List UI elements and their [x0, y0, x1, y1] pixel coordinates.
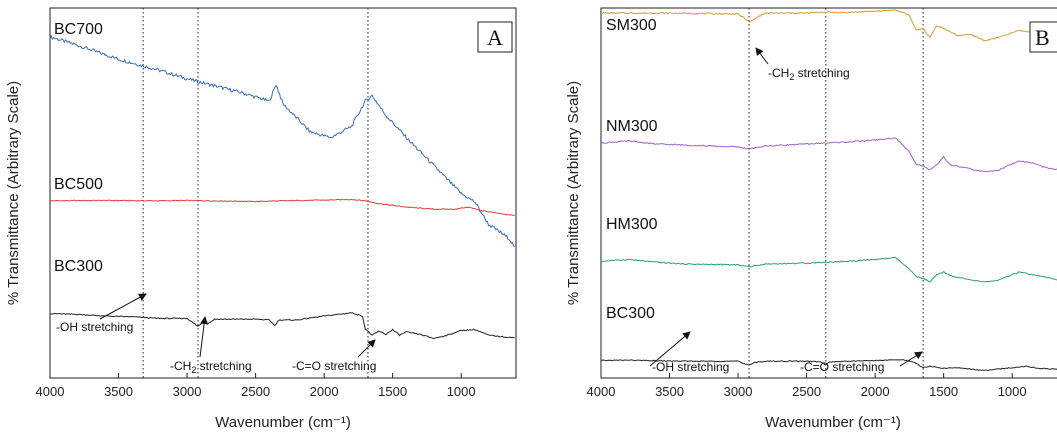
x-tick-label: 3500: [104, 384, 133, 399]
x-tick-label: 2500: [792, 384, 821, 399]
x-tick-label: 1500: [378, 384, 407, 399]
annotation-ch2-tail: stretching: [794, 66, 849, 80]
plot-frame: [600, 7, 1057, 379]
panel-label-box: [477, 21, 513, 53]
panel-label-box: [1029, 21, 1057, 53]
series-line-bc500: [49, 198, 515, 216]
reference-lines: [748, 8, 924, 378]
panel-label: B: [1035, 25, 1050, 50]
x-tick-label: 1000: [447, 384, 476, 399]
annotation-arrow-ch2: [199, 316, 209, 358]
x-tick-label: 4000: [587, 384, 616, 399]
series-label-sm300: SM300: [606, 17, 657, 34]
annotation-arrow-ch2: [755, 47, 769, 65]
x-tick-label: 4000: [36, 384, 65, 399]
annotation-ch2-tail: stretching: [196, 359, 251, 373]
x-tick-label: 2000: [861, 384, 890, 399]
annotation-arrow-co: [899, 351, 923, 367]
y-axis-title: % Transmittance (Arbitrary Scale): [565, 81, 582, 305]
annotation-arrow-oh: [99, 293, 147, 320]
annotation-ch2-main: -CH: [170, 359, 191, 373]
x-tick-label: 1000: [998, 384, 1027, 399]
x-ticks: 4000 3500 3000 2500 2000 1500 1000: [587, 373, 1027, 399]
series-line-bc700: [49, 34, 515, 248]
series-label-hm300: HM300: [606, 216, 658, 233]
series-label-nm300: NM300: [606, 118, 658, 135]
series-layer: [600, 9, 1057, 372]
series-layer: [49, 34, 515, 340]
annotation-co-stretching: -C=O stretching: [292, 359, 376, 373]
series-line-nm300: [600, 137, 1057, 173]
series-label-bc500: BC500: [54, 176, 103, 193]
chart-panel-a: 4000 3500 3000 2500 2000 1500 1000 A BC700 BC5…: [5, 7, 517, 431]
annotation-oh-stretching: -OH stretching: [652, 360, 729, 374]
annotation-ch2-main: -CH: [768, 66, 789, 80]
x-ticks: 4000 3500 3000 2500 2000 1500 1000: [36, 373, 476, 399]
annotation-arrow-co: [357, 339, 376, 358]
x-axis-title: Wavenumber (cm⁻¹): [215, 414, 351, 431]
annotation-ch2-subscript: 2: [191, 365, 196, 375]
x-tick-label: 3000: [173, 384, 202, 399]
y-axis-title: % Transmittance (Arbitrary Scale): [5, 81, 22, 305]
x-tick-label: 1500: [929, 384, 958, 399]
x-axis-title: Wavenumber (cm⁻¹): [765, 414, 901, 431]
series-line-sm300: [601, 9, 1057, 42]
x-tick-label: 2500: [241, 384, 270, 399]
annotation-ch2-stretching: -CH2 stretching: [170, 359, 252, 375]
annotation-co-stretching: -C=O stretching: [800, 360, 884, 374]
series-label-bc700: BC700: [54, 21, 103, 38]
series-line-bc300: [600, 359, 1057, 372]
annotation-oh-stretching: -OH stretching: [56, 320, 133, 334]
x-tick-label: 3500: [655, 384, 684, 399]
plot-frame: [49, 7, 517, 379]
reference-lines: [142, 8, 369, 378]
annotation-ch2-stretching: -CH2 stretching: [768, 66, 850, 82]
series-line-hm300: [600, 256, 1057, 283]
annotation-arrow-oh: [649, 331, 691, 367]
series-label-bc300: BC300: [54, 258, 103, 275]
x-tick-label: 3000: [724, 384, 753, 399]
series-label-bc300: BC300: [606, 305, 655, 322]
annotation-ch2-subscript: 2: [789, 72, 794, 82]
x-tick-label: 2000: [310, 384, 339, 399]
panel-label: A: [487, 25, 503, 50]
series-line-bc300: [49, 312, 515, 340]
chart-panel-b: 4000 3500 3000 2500 2000 1500 1000 B SM300 NM3…: [565, 7, 1057, 431]
